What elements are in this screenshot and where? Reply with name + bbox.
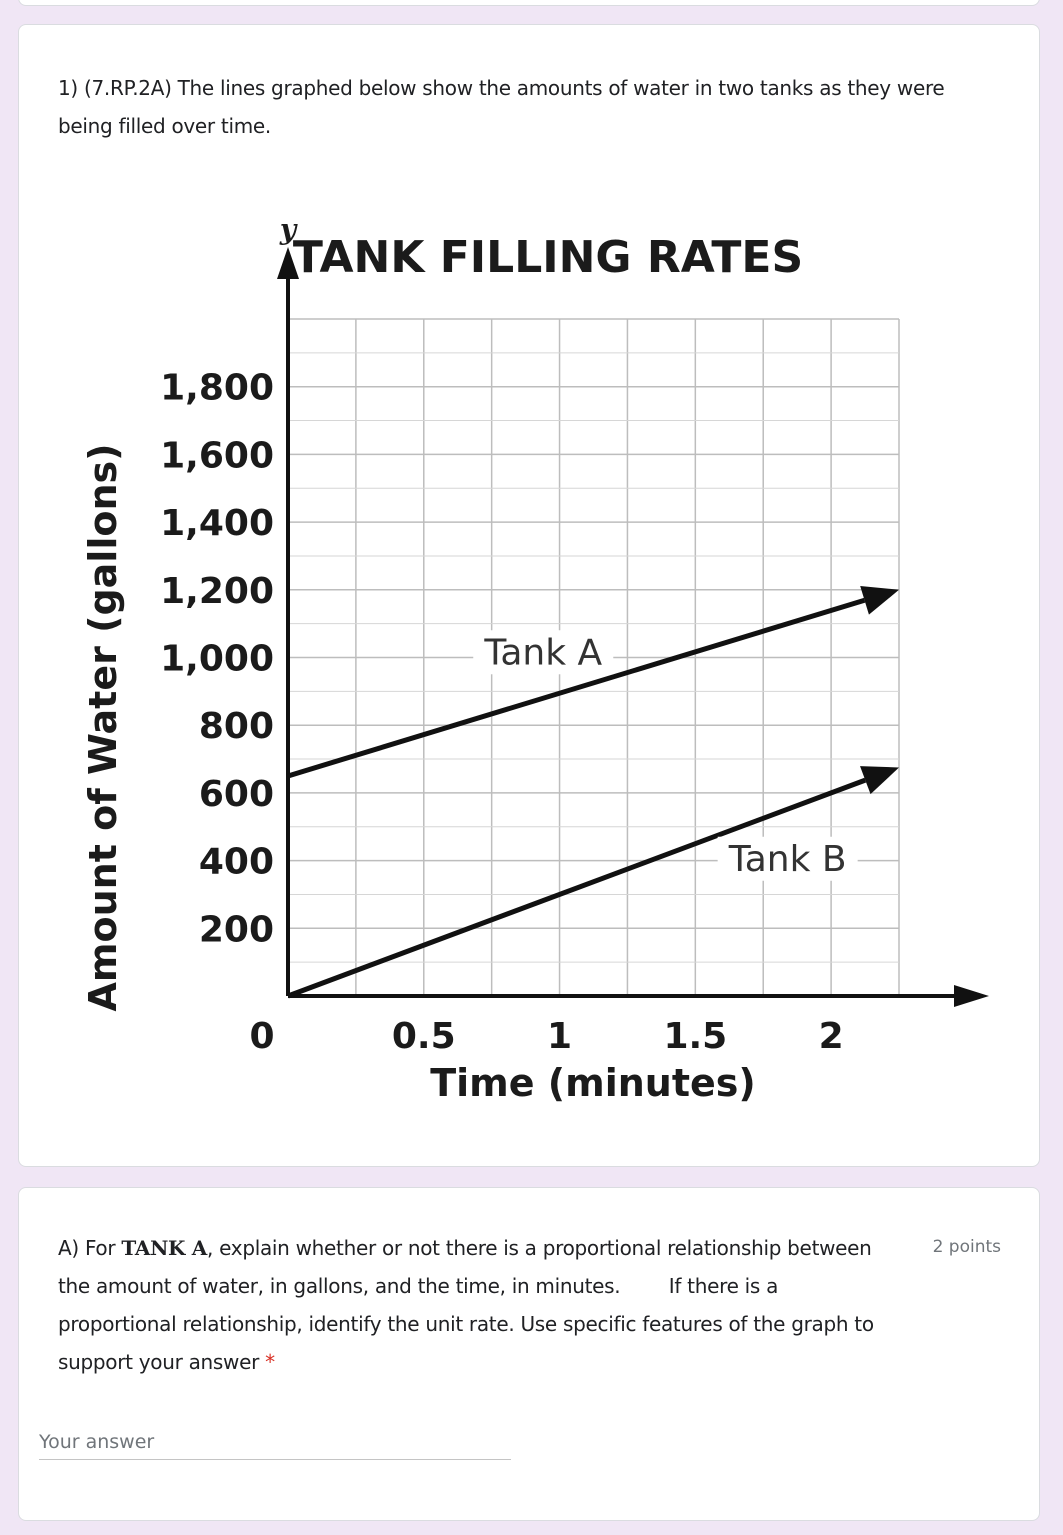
origin-label: 0 [249, 1016, 274, 1057]
y-axis-arrow [277, 247, 299, 279]
question-a-line2: If there is a proportional relationship,… [58, 1274, 874, 1374]
y-tick-label: 600 [199, 774, 274, 815]
y-tick-label: 400 [199, 842, 274, 883]
y-axis-label: Amount of Water (gallons) [81, 444, 125, 1012]
x-tick-label: 1 [547, 1016, 572, 1057]
chart-svg: yxTANK FILLING RATES2004006008001,0001,2… [81, 213, 989, 1105]
series-arrow-tank-b [860, 766, 899, 795]
x-tick-label: 2 [819, 1016, 844, 1057]
y-axis-letter: y [279, 213, 298, 246]
x-tick-label: 0.5 [392, 1016, 456, 1057]
series-line-tank-b [287, 777, 867, 999]
question-a-prefix: A) For [58, 1236, 122, 1260]
question-card: 1) (7.RP.2A) The lines graphed below sho… [18, 24, 1040, 1167]
previous-card [18, 0, 1040, 6]
answer-input[interactable] [39, 1425, 511, 1460]
x-axis-arrow [954, 985, 989, 1007]
x-axis-label: Time (minutes) [430, 1061, 756, 1105]
y-tick-label: 1,800 [160, 368, 274, 409]
y-tick-label: 1,000 [160, 639, 274, 680]
y-tick-label: 800 [199, 706, 274, 747]
y-tick-label: 1,600 [160, 435, 274, 476]
question-a-text: A) For TANK A, explain whether or not th… [58, 1229, 898, 1381]
chart-title: TANK FILLING RATES [293, 232, 803, 283]
tank-filling-chart: yxTANK FILLING RATES2004006008001,0001,2… [58, 184, 998, 1124]
y-tick-label: 1,400 [160, 503, 274, 544]
y-tick-label: 200 [199, 909, 274, 950]
question-text: 1) (7.RP.2A) The lines graphed below sho… [58, 76, 945, 138]
question-a-bold: TANK A [121, 1236, 208, 1260]
question-a-rest: , explain whether or not there is a prop… [58, 1236, 872, 1298]
series-label-tank-b: Tank B [728, 839, 847, 880]
series-arrow-tank-a [860, 585, 899, 615]
x-tick-label: 1.5 [663, 1016, 727, 1057]
question-a-card: A) For TANK A, explain whether or not th… [18, 1187, 1040, 1521]
points-label: 2 points [932, 1237, 1001, 1257]
series-label-tank-b-bg [717, 836, 858, 881]
series-label-tank-a-bg [473, 630, 614, 675]
y-tick-label: 1,200 [160, 571, 274, 612]
series-line-tank-a [287, 597, 866, 779]
series-label-tank-a: Tank A [483, 632, 602, 673]
required-asterisk: * [265, 1350, 275, 1374]
